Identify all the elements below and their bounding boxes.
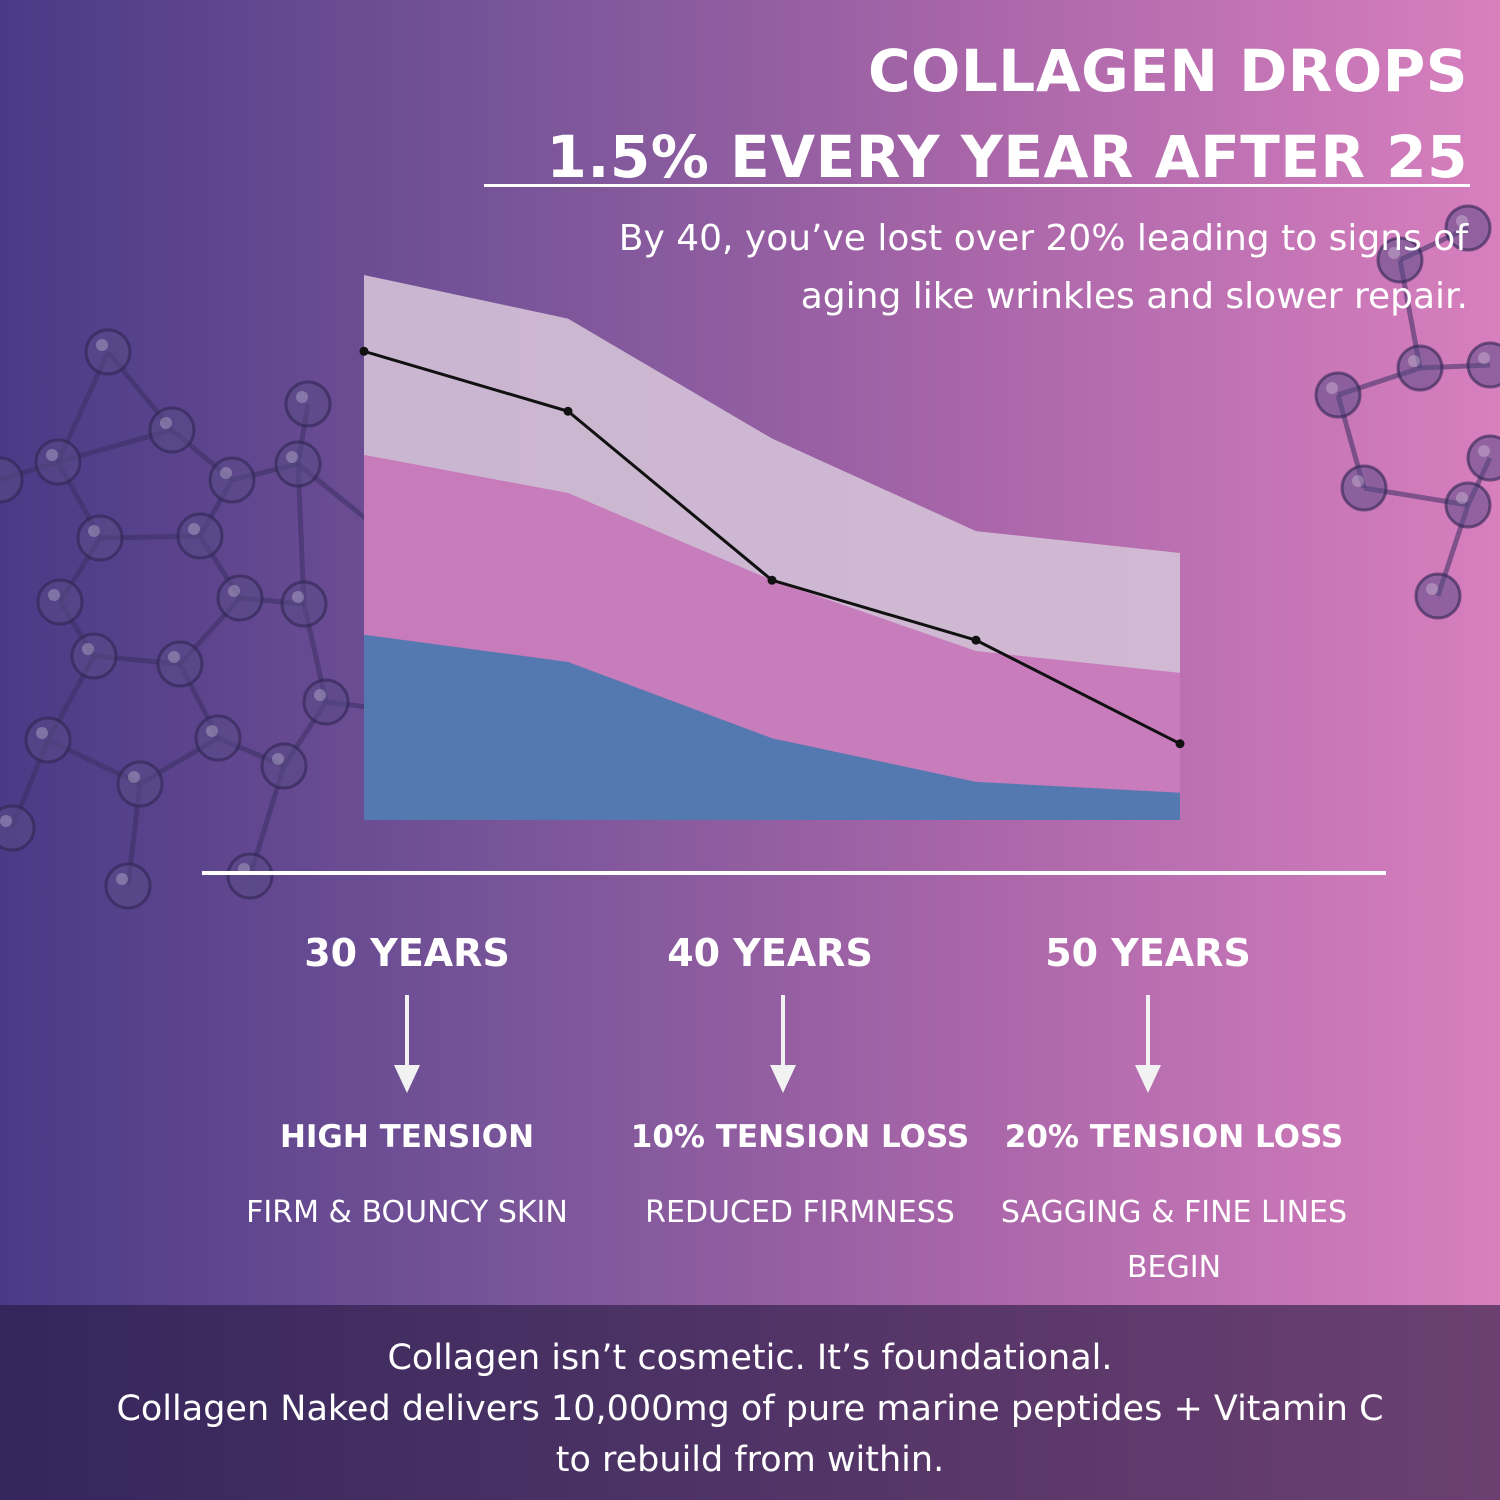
molecule-atom-highlight (1388, 247, 1400, 259)
trend-point (563, 406, 573, 416)
stage-30-years: 30 YEARS HIGH TENSION FIRM & BOUNCY SKIN (232, 925, 582, 1240)
footer-banner: Collagen isn’t cosmetic. It’s foundation… (0, 1305, 1500, 1500)
molecule-atom (148, 406, 196, 454)
molecule-atom (1396, 344, 1444, 392)
headline-divider (484, 184, 1470, 187)
molecule-atom (274, 440, 322, 488)
area-band-3 (364, 634, 1180, 820)
arrow-down-icon (768, 995, 798, 1095)
molecule-atom (104, 862, 152, 910)
molecule-atom-highlight (1478, 445, 1490, 457)
stage-effect: REDUCED FIRMNESS (630, 1185, 970, 1240)
molecule-atom (34, 438, 82, 486)
stage-effect-line-1: FIRM & BOUNCY SKIN (246, 1195, 568, 1230)
molecule-atom-highlight (1326, 382, 1338, 394)
molecule-atom-highlight (82, 643, 94, 655)
stage-effect: SAGGING & FINE LINES BEGIN (988, 1185, 1360, 1295)
molecule-atom (194, 714, 242, 762)
molecule-atom-highlight (188, 523, 200, 535)
molecule-atom (70, 632, 118, 680)
footer-line-1: Collagen isn’t cosmetic. It’s foundation… (387, 1338, 1113, 1378)
stage-status: 20% TENSION LOSS (1004, 1119, 1344, 1155)
molecule-atom (36, 578, 84, 626)
molecule-atom-highlight (1478, 352, 1490, 364)
stage-years: 50 YEARS (1045, 931, 1251, 975)
molecule-atom-highlight (314, 689, 326, 701)
subheadline: By 40, you’ve lost over 20% leading to s… (488, 210, 1468, 326)
molecule-atom-highlight (296, 391, 308, 403)
molecule-atom (284, 380, 332, 428)
footer-line-3: to rebuild from within. (555, 1440, 945, 1480)
molecule-atom (260, 742, 308, 790)
headline: COLLAGEN DROPS 1.5% EVERY YEAR AFTER 25 (547, 28, 1468, 200)
molecule-atom-highlight (1408, 355, 1420, 367)
stage-40-years: 40 YEARS 10% TENSION LOSS REDUCED FIRMNE… (630, 925, 970, 1240)
molecule-atom-highlight (286, 451, 298, 463)
molecule-atom-highlight (88, 525, 100, 537)
trend-point (971, 635, 981, 645)
stage-status: 10% TENSION LOSS (630, 1119, 970, 1155)
molecule-atom-highlight (160, 417, 172, 429)
headline-line-1: COLLAGEN DROPS (867, 37, 1468, 105)
molecule-atom (0, 804, 36, 852)
trend-point (359, 346, 369, 356)
molecule-atom-highlight (220, 467, 232, 479)
molecule-atom (0, 456, 24, 504)
stage-years: 30 YEARS (304, 931, 510, 975)
molecule-atom-highlight (1456, 492, 1468, 504)
molecule-atom-highlight (272, 753, 284, 765)
subheadline-line-2: aging like wrinkles and slower repair. (800, 276, 1468, 317)
molecule-atom-highlight (168, 651, 180, 663)
stage-effect-line-1: SAGGING & FINE LINES (1000, 1195, 1348, 1230)
molecule-atom (280, 580, 328, 628)
subheadline-line-1: By 40, you’ve lost over 20% leading to s… (618, 218, 1468, 259)
molecule-atom (176, 512, 224, 560)
molecule-atom-highlight (292, 591, 304, 603)
molecule-atom-highlight (1352, 475, 1364, 487)
molecule-atom (1340, 464, 1388, 512)
molecule-atom (1414, 572, 1462, 620)
molecule-atom (1376, 236, 1424, 284)
section-divider (202, 871, 1386, 875)
molecule-atom-highlight (36, 727, 48, 739)
molecule-atom (1444, 204, 1492, 252)
footer-line-2: Collagen Naked delivers 10,000mg of pure… (116, 1389, 1384, 1429)
molecule-atom-highlight (1456, 215, 1468, 227)
molecule-atom (1466, 434, 1500, 482)
molecule-atom (302, 678, 350, 726)
molecule-atom (116, 760, 164, 808)
molecule-atom (84, 328, 132, 376)
molecule-atom (1314, 371, 1362, 419)
stage-effect-line-2: BEGIN (1126, 1250, 1222, 1285)
molecule-atom-highlight (116, 873, 128, 885)
molecule-atom-highlight (1426, 583, 1438, 595)
molecule-atom-highlight (206, 725, 218, 737)
arrow-down-icon (1133, 995, 1163, 1095)
stage-effect: FIRM & BOUNCY SKIN (232, 1185, 582, 1240)
molecule-atom (24, 716, 72, 764)
stage-years: 40 YEARS (667, 931, 873, 975)
molecule-atom-highlight (228, 585, 240, 597)
trend-point (1175, 739, 1185, 749)
molecule-atom-highlight (46, 449, 58, 461)
molecule-atom (76, 514, 124, 562)
molecule-atom (1466, 341, 1500, 389)
stage-effect-line-1: REDUCED FIRMNESS (645, 1195, 955, 1230)
headline-line-2: 1.5% EVERY YEAR AFTER 25 (546, 123, 1468, 191)
molecule-atom-highlight (128, 771, 140, 783)
trend-point (767, 575, 777, 585)
molecule-atom (226, 852, 274, 900)
molecule-atom (1444, 481, 1492, 529)
arrow-down-icon (392, 995, 422, 1095)
stage-50-years: 50 YEARS 20% TENSION LOSS SAGGING & FINE… (988, 925, 1360, 1295)
molecule-atom (156, 640, 204, 688)
molecule-atom-highlight (48, 589, 60, 601)
stage-status: HIGH TENSION (279, 1119, 535, 1155)
molecule-atom-highlight (96, 339, 108, 351)
molecule-atom-highlight (0, 815, 12, 827)
molecule-atom (208, 456, 256, 504)
molecule-atom (216, 574, 264, 622)
